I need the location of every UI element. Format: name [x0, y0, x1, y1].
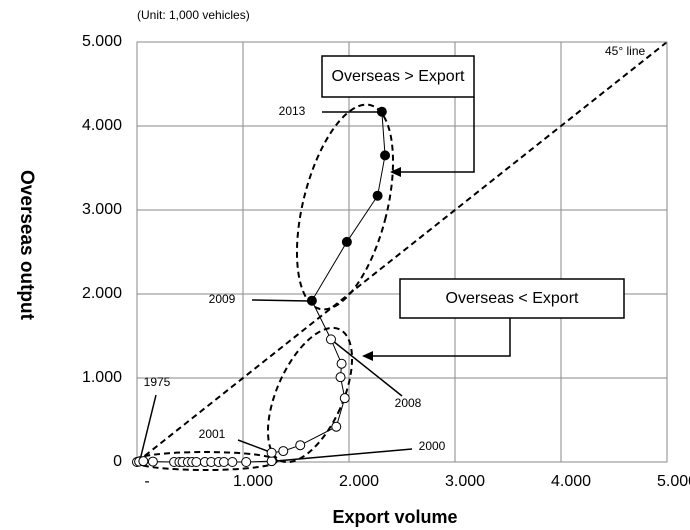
point [372, 190, 383, 201]
point [218, 457, 229, 467]
pointer [275, 448, 413, 462]
point [138, 456, 149, 467]
box-label: Overseas < Export [446, 290, 580, 307]
reference-line-label: 45° line [605, 44, 645, 58]
ellipses [132, 103, 395, 471]
pointer [139, 394, 157, 461]
connecting-line [136, 111, 386, 463]
connector [370, 318, 511, 357]
marks [132, 106, 391, 467]
point [147, 456, 158, 467]
x-tick-label: 5.000 [657, 473, 690, 490]
point [339, 393, 350, 404]
y-tick-label: 0 [113, 453, 122, 470]
point [227, 457, 238, 467]
pointer [251, 299, 310, 302]
point [306, 295, 317, 306]
x-tick-label: 1.000 [233, 473, 273, 490]
point [376, 106, 387, 117]
annotation: 1975 [144, 375, 171, 389]
arrowhead [390, 167, 401, 177]
point [336, 358, 347, 369]
x-axis-title: Export volume [332, 507, 457, 527]
plot-border [136, 41, 668, 463]
point [241, 457, 252, 467]
reference-line [136, 41, 668, 463]
point [278, 446, 289, 457]
pointer [237, 439, 271, 453]
pointers [139, 97, 511, 462]
pointer [332, 340, 403, 397]
annotation: 2008 [395, 396, 422, 410]
point [331, 421, 342, 432]
annotation: 2001 [199, 427, 226, 441]
y-tick-label: 2.000 [82, 285, 122, 302]
grid: - 1.000 2.000 3.000 4.000 5.000 0 1.000 2.000 3.0… [82, 33, 690, 490]
y-tick-label: 3.000 [82, 201, 122, 218]
x-tick-label: 3.000 [445, 473, 485, 490]
x-tick-label: 2.000 [339, 473, 379, 490]
y-tick-label: 5.000 [82, 33, 122, 50]
box [321, 55, 475, 98]
point [341, 236, 352, 247]
point [266, 456, 277, 467]
unit-note: (Unit: 1,000 vehicles) [137, 8, 250, 22]
y-axis-title: Overseas output [16, 170, 37, 321]
box-label: Overseas > Export [332, 68, 466, 85]
box [399, 278, 625, 319]
arrowhead [362, 351, 373, 361]
point [380, 150, 391, 161]
ellipse [295, 103, 395, 311]
point [295, 440, 306, 451]
annotation: 2000 [419, 439, 446, 453]
point [335, 372, 346, 383]
annotation: 2009 [209, 292, 236, 306]
y-tick-label: 4.000 [82, 117, 122, 134]
annotation: 2013 [279, 104, 306, 118]
connector [398, 97, 475, 173]
y-tick-label: 1.000 [82, 369, 122, 386]
x-tick-label: - [144, 473, 149, 490]
x-tick-label: 4.000 [551, 473, 591, 490]
point [325, 334, 336, 345]
point [191, 457, 202, 467]
point [266, 447, 277, 458]
